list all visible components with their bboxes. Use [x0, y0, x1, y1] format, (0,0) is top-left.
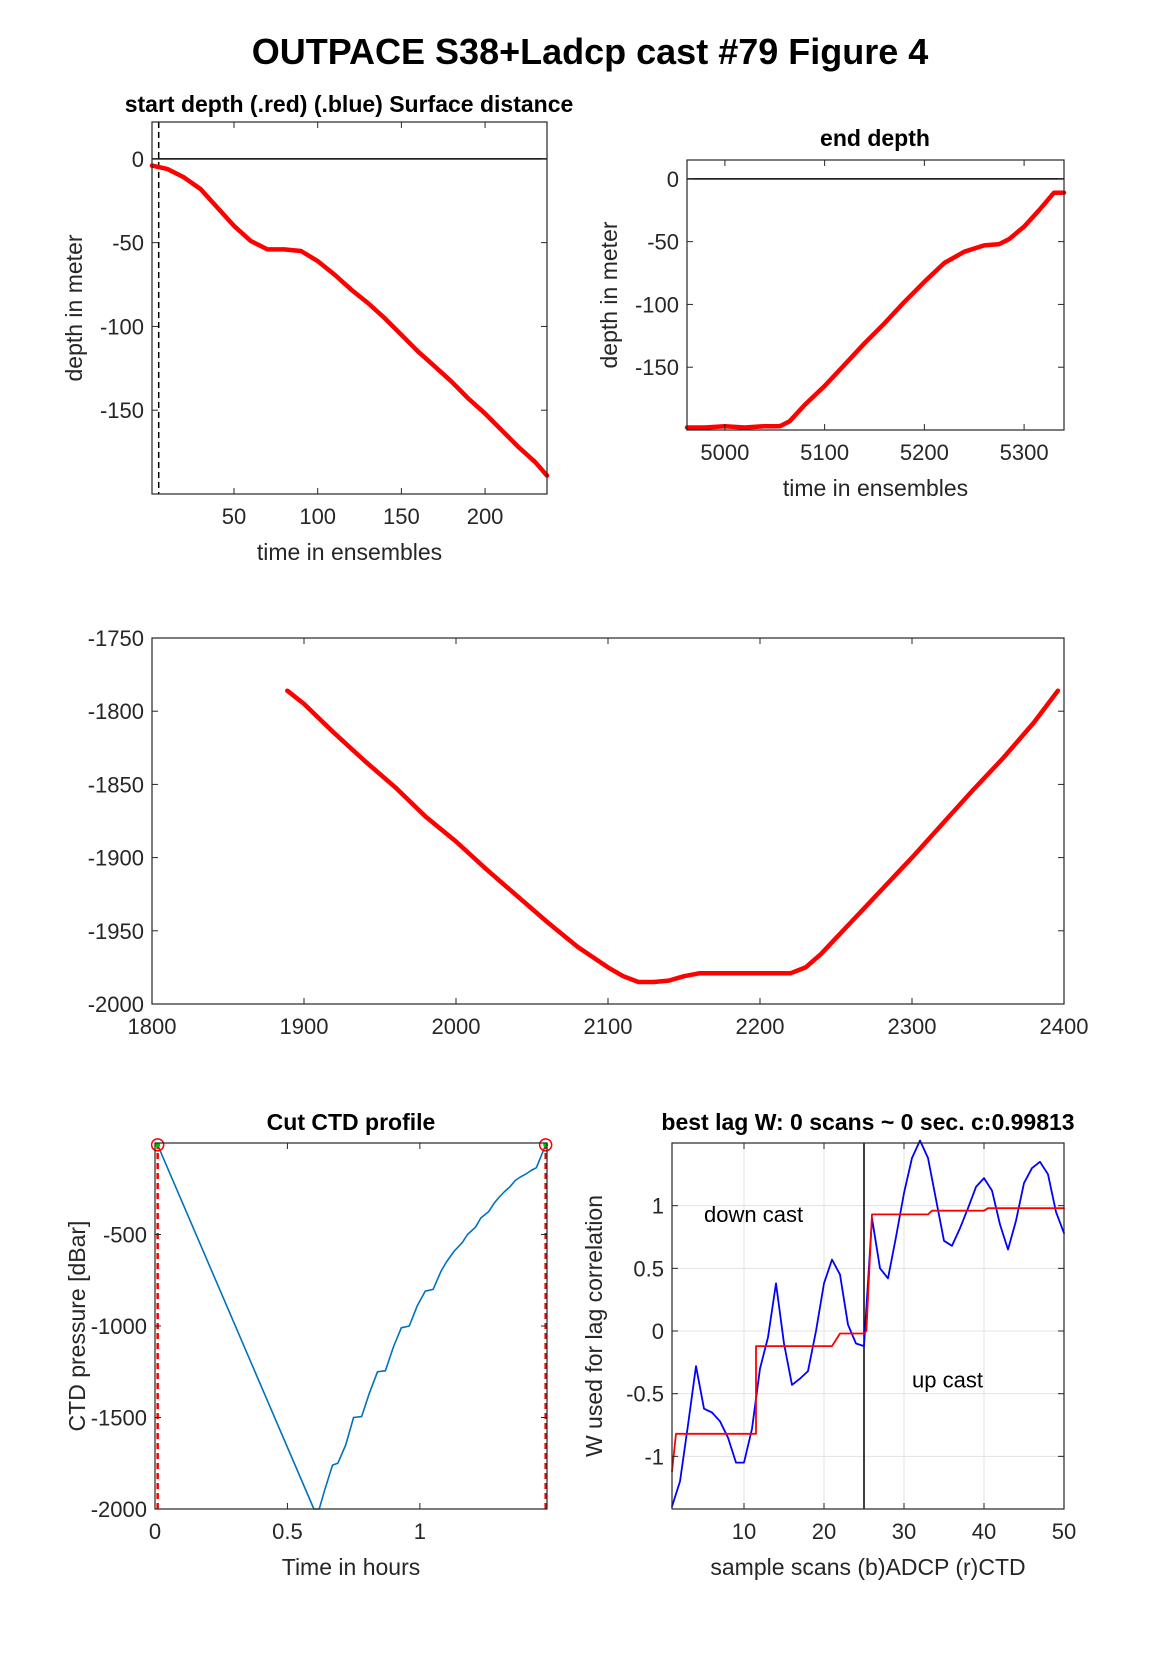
middle-xtick-label-4: 2200 — [736, 1014, 785, 1039]
lag-ytick-label-0: 1 — [652, 1194, 664, 1219]
lag-ylabel: W used for lag correlation — [581, 1195, 607, 1457]
end-ytick-label-0: 0 — [667, 167, 679, 192]
end-series-0 — [684, 190, 1067, 430]
start-xtick-label-2: 150 — [383, 504, 420, 529]
ctd-ylabel: CTD pressure [dBar] — [64, 1221, 90, 1432]
middle-series-0 — [285, 688, 1061, 985]
lag-ytick-label-1: 0.5 — [633, 1256, 664, 1281]
lag-axes-frame — [671, 1142, 1065, 1510]
figure-title: OUTPACE S38+Ladcp cast #79 Figure 4 — [252, 31, 929, 72]
end-axes-frame — [686, 159, 1065, 431]
end-plot-area — [687, 160, 1064, 430]
chart-end: 5000 5100 5200 5300 0 -50 -100 -150 end depth tim… — [596, 125, 1067, 501]
ctd-xlabel: Time in hours — [282, 1554, 420, 1580]
start-title: start depth (.red) (.blue) Surface dista… — [125, 91, 574, 117]
lag-title: best lag W: 0 scans ~ 0 sec. c:0.99813 — [661, 1109, 1074, 1135]
start-ytick-label-3: -150 — [100, 398, 144, 423]
ctd-series-0 — [156, 1144, 547, 1510]
chart-ctd: 0 0.5 1 -500 -1000 -1500 -2000 Cut CTD profile T… — [64, 1109, 553, 1580]
ctd-xtick-label-1: 0.5 — [272, 1519, 303, 1544]
lag-annotation-1: up cast — [912, 1367, 983, 1392]
ctd-ytick-label-1: -1000 — [91, 1314, 147, 1339]
lag-xlabel: sample scans (b)ADCP (r)CTD — [710, 1554, 1025, 1580]
middle-ytick-label-1: -1800 — [88, 699, 144, 724]
ctd-ytick-label-2: -1500 — [91, 1406, 147, 1431]
start-series-0 — [149, 163, 550, 478]
lag-xtick-label-2: 30 — [892, 1519, 916, 1544]
middle-plot-area — [152, 638, 1064, 1004]
end-xtick-label-1: 5100 — [800, 440, 849, 465]
middle-xtick-label-3: 2100 — [584, 1014, 633, 1039]
start-plot-area — [152, 122, 547, 494]
lag-series-1 — [671, 1207, 1065, 1473]
middle-ytick-label-0: -1750 — [88, 626, 144, 651]
end-xtick-label-2: 5200 — [900, 440, 949, 465]
middle-xtick-label-0: 1800 — [128, 1014, 177, 1039]
start-ytick-label-0: 0 — [132, 147, 144, 172]
end-ytick-label-2: -100 — [635, 292, 679, 317]
lag-plot-area — [672, 1143, 1064, 1509]
end-ylabel: depth in meter — [596, 221, 622, 368]
ctd-ytick-label-3: -2000 — [91, 1497, 147, 1522]
start-xtick-label-0: 50 — [222, 504, 246, 529]
start-ytick-label-2: -100 — [100, 314, 144, 339]
lag-xtick-label-3: 40 — [972, 1519, 996, 1544]
end-xtick-label-0: 5000 — [700, 440, 749, 465]
middle-ytick-label-5: -2000 — [88, 992, 144, 1017]
chart-lag: down cast up cast 10 20 30 40 50 1 0.5 0 -0.5 -1 bes… — [581, 1109, 1076, 1580]
chart-start: 50 100 150 200 0 -50 -100 -150 start depth (.red… — [61, 91, 573, 565]
start-ytick-label-1: -50 — [112, 231, 144, 256]
end-xlabel: time in ensembles — [783, 475, 968, 501]
start-xtick-label-1: 100 — [299, 504, 336, 529]
lag-ytick-label-2: 0 — [652, 1319, 664, 1344]
ctd-plot-area — [155, 1143, 547, 1509]
end-title: end depth — [820, 125, 930, 151]
ctd-xtick-label-2: 1 — [414, 1519, 426, 1544]
lag-xtick-label-4: 50 — [1052, 1519, 1076, 1544]
start-ylabel: depth in meter — [61, 234, 87, 381]
lag-ytick-label-3: -0.5 — [626, 1382, 664, 1407]
middle-xtick-label-5: 2300 — [888, 1014, 937, 1039]
middle-ytick-label-2: -1850 — [88, 772, 144, 797]
lag-annotation-0: down cast — [704, 1202, 803, 1227]
ctd-xtick-label-0: 0 — [149, 1519, 161, 1544]
ctd-title: Cut CTD profile — [267, 1109, 436, 1135]
lag-ytick-label-4: -1 — [644, 1444, 664, 1469]
middle-ytick-label-3: -1900 — [88, 846, 144, 871]
lag-xtick-label-0: 10 — [732, 1519, 756, 1544]
start-xtick-label-3: 200 — [467, 504, 504, 529]
middle-xtick-label-2: 2000 — [432, 1014, 481, 1039]
start-xlabel: time in ensembles — [257, 539, 442, 565]
chart-middle: 1800 1900 2000 2100 2200 2300 2400 -1750 -1800 -1… — [88, 626, 1089, 1039]
end-ytick-label-3: -150 — [635, 355, 679, 380]
lag-xtick-label-1: 20 — [812, 1519, 836, 1544]
ctd-marker-circle-0 — [150, 1138, 165, 1152]
ctd-marker-circle-1 — [538, 1138, 553, 1152]
middle-ytick-label-4: -1950 — [88, 919, 144, 944]
ctd-ytick-label-0: -500 — [103, 1223, 147, 1248]
end-ytick-label-1: -50 — [647, 230, 679, 255]
end-xtick-label-3: 5300 — [1000, 440, 1049, 465]
middle-xtick-label-6: 2400 — [1040, 1014, 1089, 1039]
middle-xtick-label-1: 1900 — [280, 1014, 329, 1039]
start-axes-frame — [151, 121, 548, 495]
